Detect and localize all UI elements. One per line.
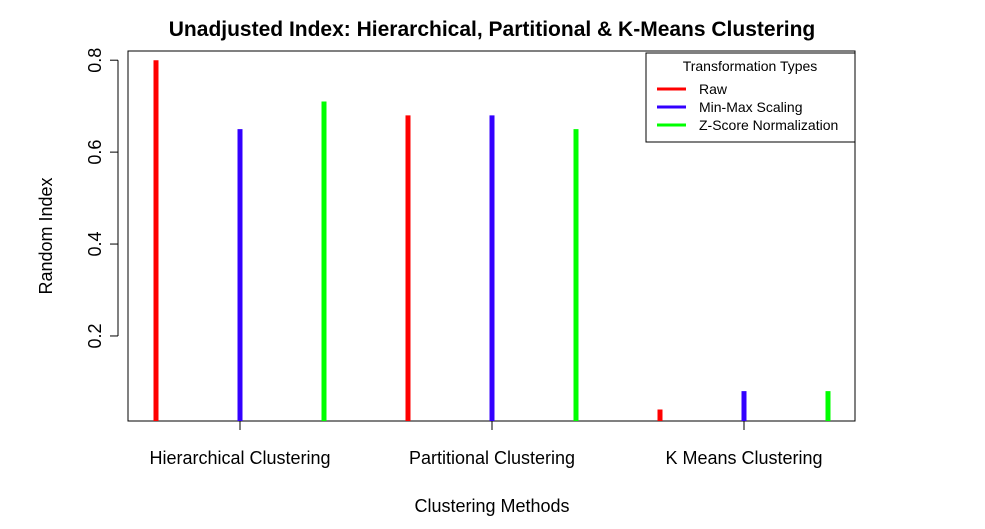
x-axis: Hierarchical Clustering Partitional Clust…: [149, 421, 823, 468]
x-tick-label: K Means Clustering: [665, 448, 822, 468]
y-tick-label: 0.2: [85, 323, 105, 348]
bars-group: [153, 60, 831, 421]
x-axis-label: Clustering Methods: [414, 496, 569, 516]
legend-entry: Z-Score Normalization: [699, 117, 838, 133]
x-tick-label: Hierarchical Clustering: [149, 448, 330, 468]
y-tick-label: 0.6: [85, 140, 105, 165]
legend-entry: Raw: [699, 81, 728, 97]
legend-box: [645, 52, 856, 143]
y-axis: 0.2 0.4 0.6 0.8: [85, 48, 119, 348]
chart-title: Unadjusted Index: Hierarchical, Partitio…: [169, 18, 815, 41]
legend-title: Transformation Types: [683, 58, 818, 74]
legend: Transformation Types Raw Min-Max Scaling Z…: [645, 52, 856, 143]
y-tick-label: 0.8: [85, 48, 105, 73]
y-tick-label: 0.4: [85, 232, 105, 257]
x-tick-label: Partitional Clustering: [409, 448, 575, 468]
legend-entry: Min-Max Scaling: [699, 99, 802, 115]
y-axis-label: Random Index: [36, 177, 56, 294]
